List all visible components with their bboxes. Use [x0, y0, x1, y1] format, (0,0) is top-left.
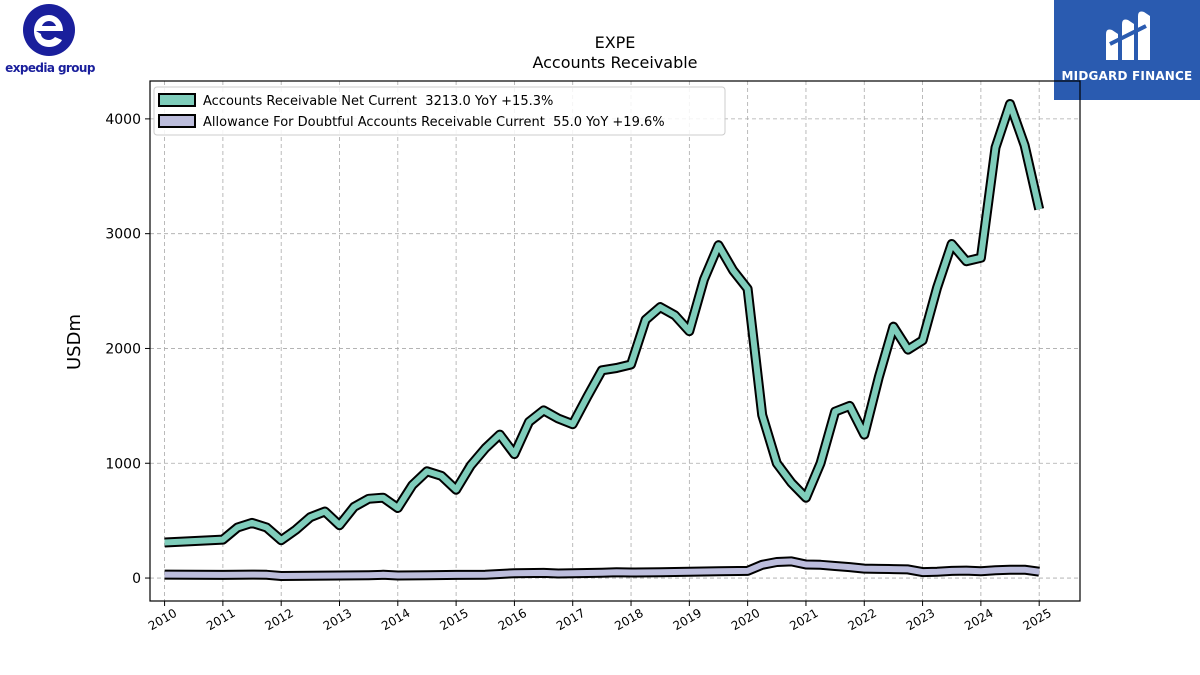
midgard-finance-badge: MIDGARD FINANCE — [1054, 0, 1200, 100]
midgard-logo-icon — [1106, 11, 1150, 60]
y-tick-label: 0 — [132, 571, 141, 587]
expedia-group-wordmark: expedia group — [5, 61, 95, 75]
legend-frame — [153, 86, 726, 136]
y-tick-label: 1000 — [105, 456, 141, 472]
x-tick-label: 2016 — [496, 606, 529, 633]
chart-title: EXPE — [595, 33, 636, 52]
x-tick-label: 2015 — [437, 606, 470, 633]
midgard-finance-label: MIDGARD FINANCE — [1061, 69, 1193, 83]
gridlines — [150, 81, 1080, 601]
expedia-group-logo — [23, 4, 75, 56]
series-0-line — [164, 101, 1043, 546]
x-tick-label: 2023 — [904, 606, 937, 633]
series-0-outline — [164, 99, 1045, 548]
x-tick-label: 2018 — [612, 606, 645, 633]
y-tick-label: 4000 — [105, 112, 141, 128]
x-axis: 2010 2011 2012 2013 2014 2015 2016 2017 2018 2019… — [146, 601, 1054, 633]
series-1-line — [164, 558, 1040, 579]
x-tick-label: 2012 — [262, 606, 295, 633]
x-tick-label: 2010 — [146, 606, 179, 633]
x-tick-label: 2014 — [379, 606, 412, 633]
x-tick-label: 2024 — [962, 606, 995, 633]
legend-label-allowance: Allowance For Doubtful Accounts Receivab… — [203, 115, 665, 130]
y-axis: 0 1000 2000 3000 4000 — [105, 112, 150, 587]
y-tick-label: 2000 — [105, 341, 141, 357]
x-tick-label: 2025 — [1020, 606, 1053, 633]
legend: Accounts Receivable Net Current 3213.0 Y… — [153, 86, 726, 136]
x-tick-label: 2020 — [729, 606, 762, 633]
legend-swatch-receivable — [158, 93, 196, 107]
y-tick-label: 3000 — [105, 227, 141, 243]
legend-label-receivable: Accounts Receivable Net Current 3213.0 Y… — [203, 94, 553, 109]
x-tick-label: 2019 — [671, 606, 704, 633]
legend-swatch-allowance — [158, 114, 196, 128]
y-axis-label: USDm — [64, 314, 85, 370]
plot-frame — [149, 80, 1081, 602]
x-tick-label: 2013 — [321, 606, 354, 633]
chart-subtitle: Accounts Receivable — [532, 53, 697, 72]
x-tick-label: 2017 — [554, 606, 587, 633]
x-tick-label: 2022 — [846, 606, 879, 633]
x-tick-label: 2021 — [787, 606, 820, 633]
x-tick-label: 2011 — [204, 606, 237, 633]
series-lines — [164, 99, 1045, 581]
